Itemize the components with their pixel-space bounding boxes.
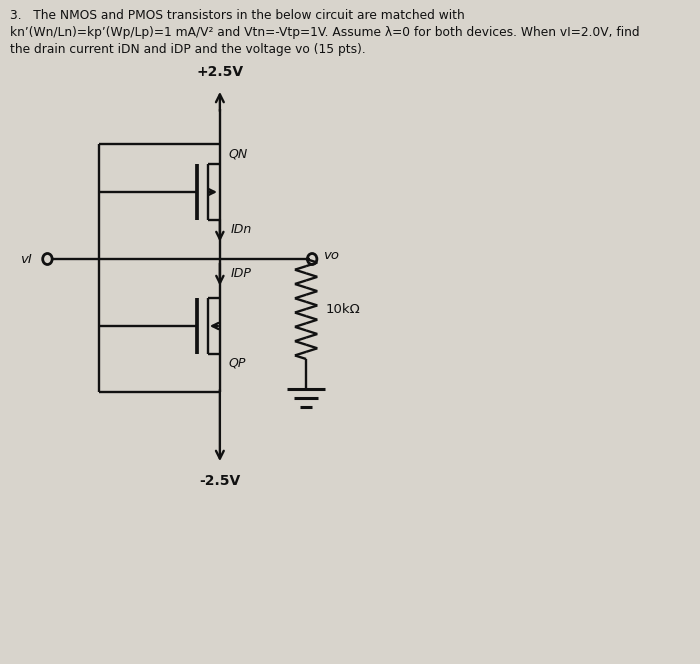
Text: IDP: IDP xyxy=(230,267,251,280)
Text: QP: QP xyxy=(228,356,246,369)
Text: QN: QN xyxy=(228,147,248,160)
Text: vI: vI xyxy=(20,252,32,266)
Text: the drain current iDN and iDP and the voltage vo (15 pts).: the drain current iDN and iDP and the vo… xyxy=(10,43,366,56)
Text: +2.5V: +2.5V xyxy=(196,65,244,79)
Text: 10kΩ: 10kΩ xyxy=(325,303,360,315)
Text: kn’(Wn/Ln)=kp’(Wp/Lp)=1 mA/V² and Vtn=-Vtp=1V. Assume λ=0 for both devices. When: kn’(Wn/Ln)=kp’(Wp/Lp)=1 mA/V² and Vtn=-V… xyxy=(10,26,640,39)
Text: -2.5V: -2.5V xyxy=(199,474,241,488)
Text: vo: vo xyxy=(323,248,340,262)
Text: 3.   The NMOS and PMOS transistors in the below circuit are matched with: 3. The NMOS and PMOS transistors in the … xyxy=(10,9,465,22)
Text: IDn: IDn xyxy=(230,223,251,236)
